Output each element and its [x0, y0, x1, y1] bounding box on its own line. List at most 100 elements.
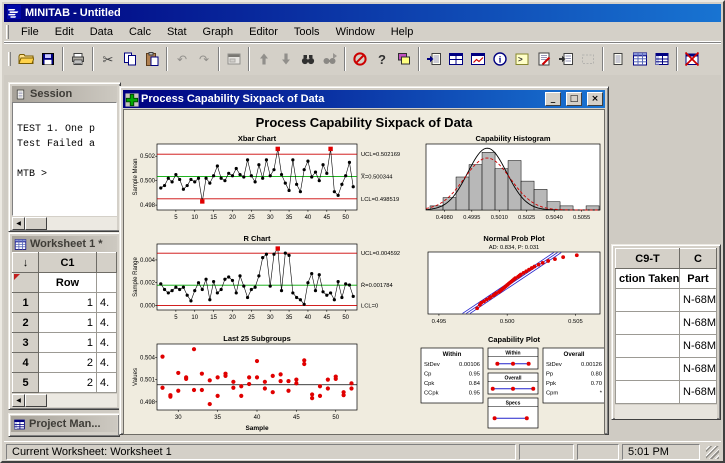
cell-part[interactable]: N-68M [679, 311, 717, 335]
column-name-partial[interactable] [96, 272, 117, 293]
cell-action-taken[interactable] [615, 334, 680, 358]
menu-tools[interactable]: Tools [293, 26, 320, 38]
cell-c2-partial[interactable]: 4. [96, 332, 117, 353]
cell-c1[interactable]: 1 [38, 292, 97, 313]
next-command-button[interactable] [275, 46, 297, 72]
cell-action-taken[interactable] [615, 311, 680, 335]
menu-data[interactable]: Data [89, 26, 113, 38]
cell-action-taken[interactable] [615, 380, 680, 404]
close-all-graphs-button[interactable] [681, 46, 703, 72]
cell-part[interactable]: N-68M [679, 357, 717, 381]
toolbar-grip-handle[interactable] [8, 52, 11, 66]
help-button[interactable]: ? [371, 46, 393, 72]
column-name-c1[interactable]: Row [38, 272, 97, 293]
row-number[interactable]: 1 [12, 292, 39, 313]
cell-c2-partial[interactable]: 4. [96, 352, 117, 373]
find-button[interactable] [297, 46, 319, 72]
session-window-button[interactable] [607, 46, 629, 72]
copy-button[interactable] [119, 46, 141, 72]
menu-help[interactable]: Help [390, 26, 414, 38]
redo-button[interactable]: ↷ [193, 46, 215, 72]
undo-button[interactable]: ↶ [171, 46, 193, 72]
cell-c1[interactable]: 2 [38, 372, 97, 393]
manage-windows-button[interactable] [393, 46, 415, 72]
menu-stat[interactable]: Stat [166, 26, 187, 38]
session-output[interactable]: TEST 1. One p Test Failed a MTB > [12, 102, 117, 216]
menu-calc[interactable]: Calc [128, 26, 151, 38]
save-button[interactable] [37, 46, 59, 72]
column-header-c1[interactable]: C1 [38, 252, 97, 273]
minimize-button[interactable]: _ [545, 92, 561, 106]
session-hscrollbar[interactable]: ◀ [12, 217, 117, 230]
resize-grip[interactable] [706, 446, 719, 459]
worksheet-hscroll-thumb[interactable] [25, 394, 47, 407]
corner-cell[interactable]: ↓ [12, 252, 39, 273]
app-titlebar[interactable]: MINITAB - Untitled [4, 4, 721, 22]
menu-editor[interactable]: Editor [249, 26, 278, 38]
cancel-button[interactable] [349, 46, 371, 72]
close-button[interactable]: × [587, 92, 603, 106]
row-number[interactable]: 3 [12, 332, 39, 353]
show-session-window-button[interactable]: > [511, 46, 533, 72]
column-header-partial[interactable] [96, 252, 117, 273]
show-session-subwindow-button[interactable] [423, 46, 445, 72]
previous-command-button[interactable] [253, 46, 275, 72]
select-graph-button[interactable] [577, 46, 599, 72]
worksheet-titlebar[interactable]: Worksheet 1 * [12, 236, 117, 252]
worksheet-scroll-track[interactable] [615, 405, 717, 419]
menubar-grip-handle[interactable] [6, 25, 9, 39]
show-worksheets-button[interactable] [651, 46, 673, 72]
row-number[interactable]: 2 [12, 312, 39, 333]
column-header-c10[interactable]: C [679, 248, 717, 269]
worksheet-hscrollbar[interactable]: ◀ [12, 394, 117, 407]
print-button[interactable] [67, 46, 89, 72]
tile-windows-button[interactable] [445, 46, 467, 72]
maximize-button[interactable]: □ [566, 92, 582, 106]
name-row-corner[interactable] [12, 272, 39, 293]
svg-text:30: 30 [175, 415, 182, 421]
cell-c1[interactable]: 1 [38, 332, 97, 353]
cell-part[interactable]: N-68M [679, 288, 717, 312]
worksheet-name-row: Row [12, 272, 117, 293]
worksheet-header-row: C9-T C [615, 248, 717, 269]
column-name-action-taken[interactable]: ction Taken [615, 268, 680, 289]
svg-text:UCL=0.004592: UCL=0.004592 [361, 251, 400, 257]
row-number[interactable]: 5 [12, 372, 39, 393]
cell-action-taken[interactable] [615, 357, 680, 381]
cell-part[interactable]: N-68M [679, 334, 717, 358]
cell-c2-partial[interactable]: 4. [96, 372, 117, 393]
cell-c2-partial[interactable]: 4. [96, 292, 117, 313]
edit-last-command-button[interactable] [555, 46, 577, 72]
current-worksheet-button[interactable] [629, 46, 651, 72]
column-header-c9t[interactable]: C9-T [615, 248, 680, 269]
sixpack-titlebar[interactable]: Process Capability Sixpack of Data _ □ × [123, 90, 605, 108]
menu-edit[interactable]: Edit [54, 26, 74, 38]
cut-button[interactable]: ✂ [97, 46, 119, 72]
project-manager-titlebar[interactable]: Project Man... [11, 416, 117, 432]
row-number[interactable]: 4 [12, 352, 39, 373]
cell-c2-partial[interactable]: 4. [96, 312, 117, 333]
session-titlebar[interactable]: Session [12, 86, 117, 102]
show-history-window-button[interactable] [533, 46, 555, 72]
arrow-down-icon [282, 53, 290, 65]
cell-action-taken[interactable] [615, 288, 680, 312]
scroll-left-icon[interactable]: ◀ [12, 217, 25, 230]
menu-file[interactable]: File [21, 26, 39, 38]
scroll-left-icon[interactable]: ◀ [12, 394, 25, 407]
svg-text:Capability Histogram: Capability Histogram [475, 134, 550, 143]
open-button[interactable] [15, 46, 37, 72]
svg-text:R Chart: R Chart [243, 234, 271, 243]
cell-part[interactable]: N-68M [679, 380, 717, 404]
menu-graph[interactable]: Graph [202, 26, 234, 38]
column-name-part[interactable]: Part [679, 268, 717, 289]
paste-button[interactable] [141, 46, 163, 72]
menu-window[interactable]: Window [335, 26, 375, 38]
show-graph-windows-button[interactable] [467, 46, 489, 72]
scroll-icon [613, 53, 623, 65]
session-hscroll-thumb[interactable] [25, 217, 47, 230]
cell-c1[interactable]: 1 [38, 312, 97, 333]
show-info-window-button[interactable]: i [489, 46, 511, 72]
find-next-button[interactable] [319, 46, 341, 72]
edit-last-dialog-button[interactable] [223, 46, 245, 72]
cell-c1[interactable]: 2 [38, 352, 97, 373]
